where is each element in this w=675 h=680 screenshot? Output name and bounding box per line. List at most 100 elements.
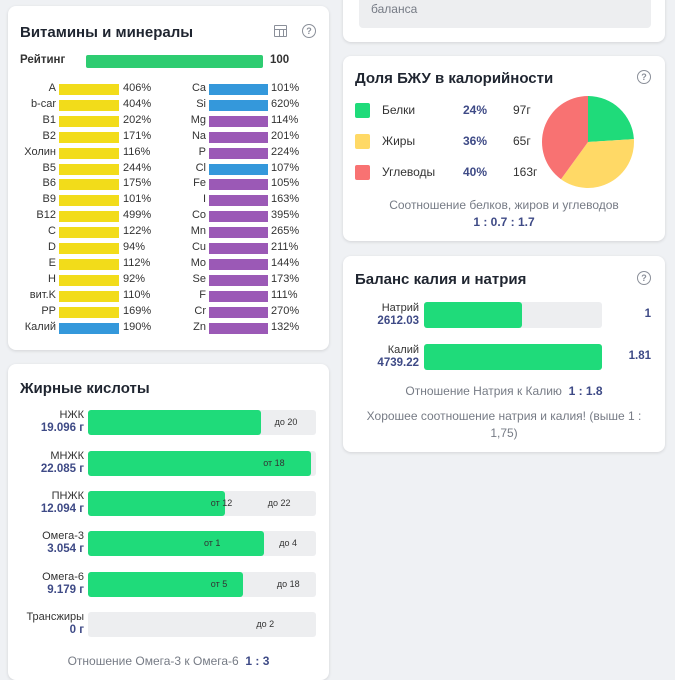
mineral-bar [209,179,268,191]
fatty-acid-track: от 12 до 22 [88,491,316,516]
mineral-pct: 111% [271,288,298,301]
vitamin-bar [59,84,119,95]
help-icon[interactable]: ? [302,24,316,38]
k-na-ratio-value: 1 : 1.8 [568,384,603,398]
fatty-acid-name: МНЖК [50,450,84,462]
vitamin-bar [59,195,119,207]
k-na-value: 2612.03 [377,315,419,327]
table-icon[interactable] [274,25,287,37]
bju-grams: 163г [513,165,538,179]
mineral-bar [209,211,268,223]
k-na-title: Баланс калия и натрия [355,271,527,288]
mineral-pct: 265% [271,225,300,238]
fatty-acid-fill [88,451,312,476]
bju-row: Жиры 36% 65г [355,133,545,151]
mineral-name: Mg [190,113,206,126]
k-na-track [424,344,602,370]
mineral-bar [209,147,268,159]
k-na-value: 4739.22 [377,357,419,369]
mineral-pct: 173% [271,272,300,285]
mineral-row: Cr 270% [168,305,328,321]
bju-grams: 65г [513,134,531,148]
mineral-name: Se [192,272,206,285]
mineral-bar [209,243,268,254]
vitamin-name: B5 [42,161,56,174]
mineral-row: Co 395% [168,209,328,225]
fatty-acid-track: до 20 [88,410,316,435]
vitamin-pct: 404% [123,97,152,110]
bju-row: Белки 24% 97г [355,102,545,120]
mineral-row: Cl 107% [168,162,328,178]
pie-slice-Белки [588,96,634,142]
mineral-pct: 101% [271,82,300,94]
fatty-acid-fill [88,491,225,516]
k-na-note: Хорошее соотношение натрия и калия! (выш… [366,409,642,440]
mineral-pct: 201% [271,129,300,142]
rating-value: 100 [270,54,290,66]
vitamin-name: B12 [36,209,56,222]
vitamin-pct: 110% [123,288,151,301]
bju-title: Доля БЖУ в калорийности [355,70,554,87]
k-na-track [424,302,602,328]
vitamin-row: H 92% [8,273,168,289]
vitamin-name: b-car [30,97,56,110]
vitamin-bar [59,211,119,223]
balance-card-top: баланса [343,0,665,42]
k-na-name: Калий [387,344,419,356]
pie-slice-Углеводы [542,96,588,180]
pie-slice-Жиры [560,139,634,188]
vitamin-row: A 406% [8,82,168,98]
vitamin-name: B2 [42,129,56,142]
mineral-row: Se 173% [168,273,328,289]
fatty-acid-norm: до 18 [276,579,300,589]
vitamin-bar [59,306,119,318]
fatty-acid-name: НЖК [59,409,84,421]
mineral-name: Cr [194,304,206,317]
vitamin-bar [59,179,119,191]
mineral-bar [209,306,268,318]
vitamin-bar [59,258,119,270]
bju-pie-chart [542,96,634,188]
mineral-name: Si [196,97,206,110]
vitamin-name: B6 [42,177,56,190]
help-icon[interactable]: ? [637,271,651,285]
vitamin-row: b-car 404% [8,98,168,114]
fatty-acid-name: Трансжиры [26,611,84,623]
vitamin-name: вит.K [29,288,56,301]
mineral-row: I 163% [168,193,328,209]
mineral-bar [209,115,268,127]
vitamin-name: B1 [42,113,56,126]
mineral-bar [209,131,268,143]
vitamin-bar [59,322,119,334]
mineral-pct: 270% [271,304,300,317]
mineral-bar [209,290,268,302]
k-na-fill [424,344,602,370]
bju-pct: 40% [463,165,488,179]
rating-label: Рейтинг [20,54,66,66]
mineral-row: Mo 144% [168,257,328,273]
vitamin-row: Калий 190% [8,321,168,337]
vitamin-pct: 499% [123,209,152,222]
fatty-acid-track: до 2 [88,612,316,637]
bju-ratio-value: 1 : 0.7 : 1.7 [473,215,535,229]
fatty-acid-norm: от 1 [203,538,221,548]
fatty-acid-value: 0 г [69,624,84,636]
balance-text: баланса [371,2,418,16]
mineral-bar [209,274,268,286]
vitamin-pct: 94% [123,241,146,253]
fatty-acid-fill [88,531,264,556]
omega-ratio: Отношение Омега-3 к Омега-6 1 : 3 [8,654,329,668]
mineral-name: I [202,193,206,206]
fatty-acid-norm: от 12 [210,498,233,508]
mineral-row: P 224% [168,146,328,162]
vitamin-pct: 244% [123,161,152,174]
balance-inner-box: баланса [359,0,651,28]
mineral-bar [209,163,268,175]
vitamin-name: E [48,256,56,269]
mineral-row: Mg 114% [168,114,328,130]
bju-swatch [355,103,370,118]
help-icon[interactable]: ? [637,70,651,84]
vitamin-row: D 94% [8,241,168,257]
vitamin-name: H [48,272,56,285]
bju-ratio: Соотношение белков, жиров и углеводов 1 … [343,198,665,229]
